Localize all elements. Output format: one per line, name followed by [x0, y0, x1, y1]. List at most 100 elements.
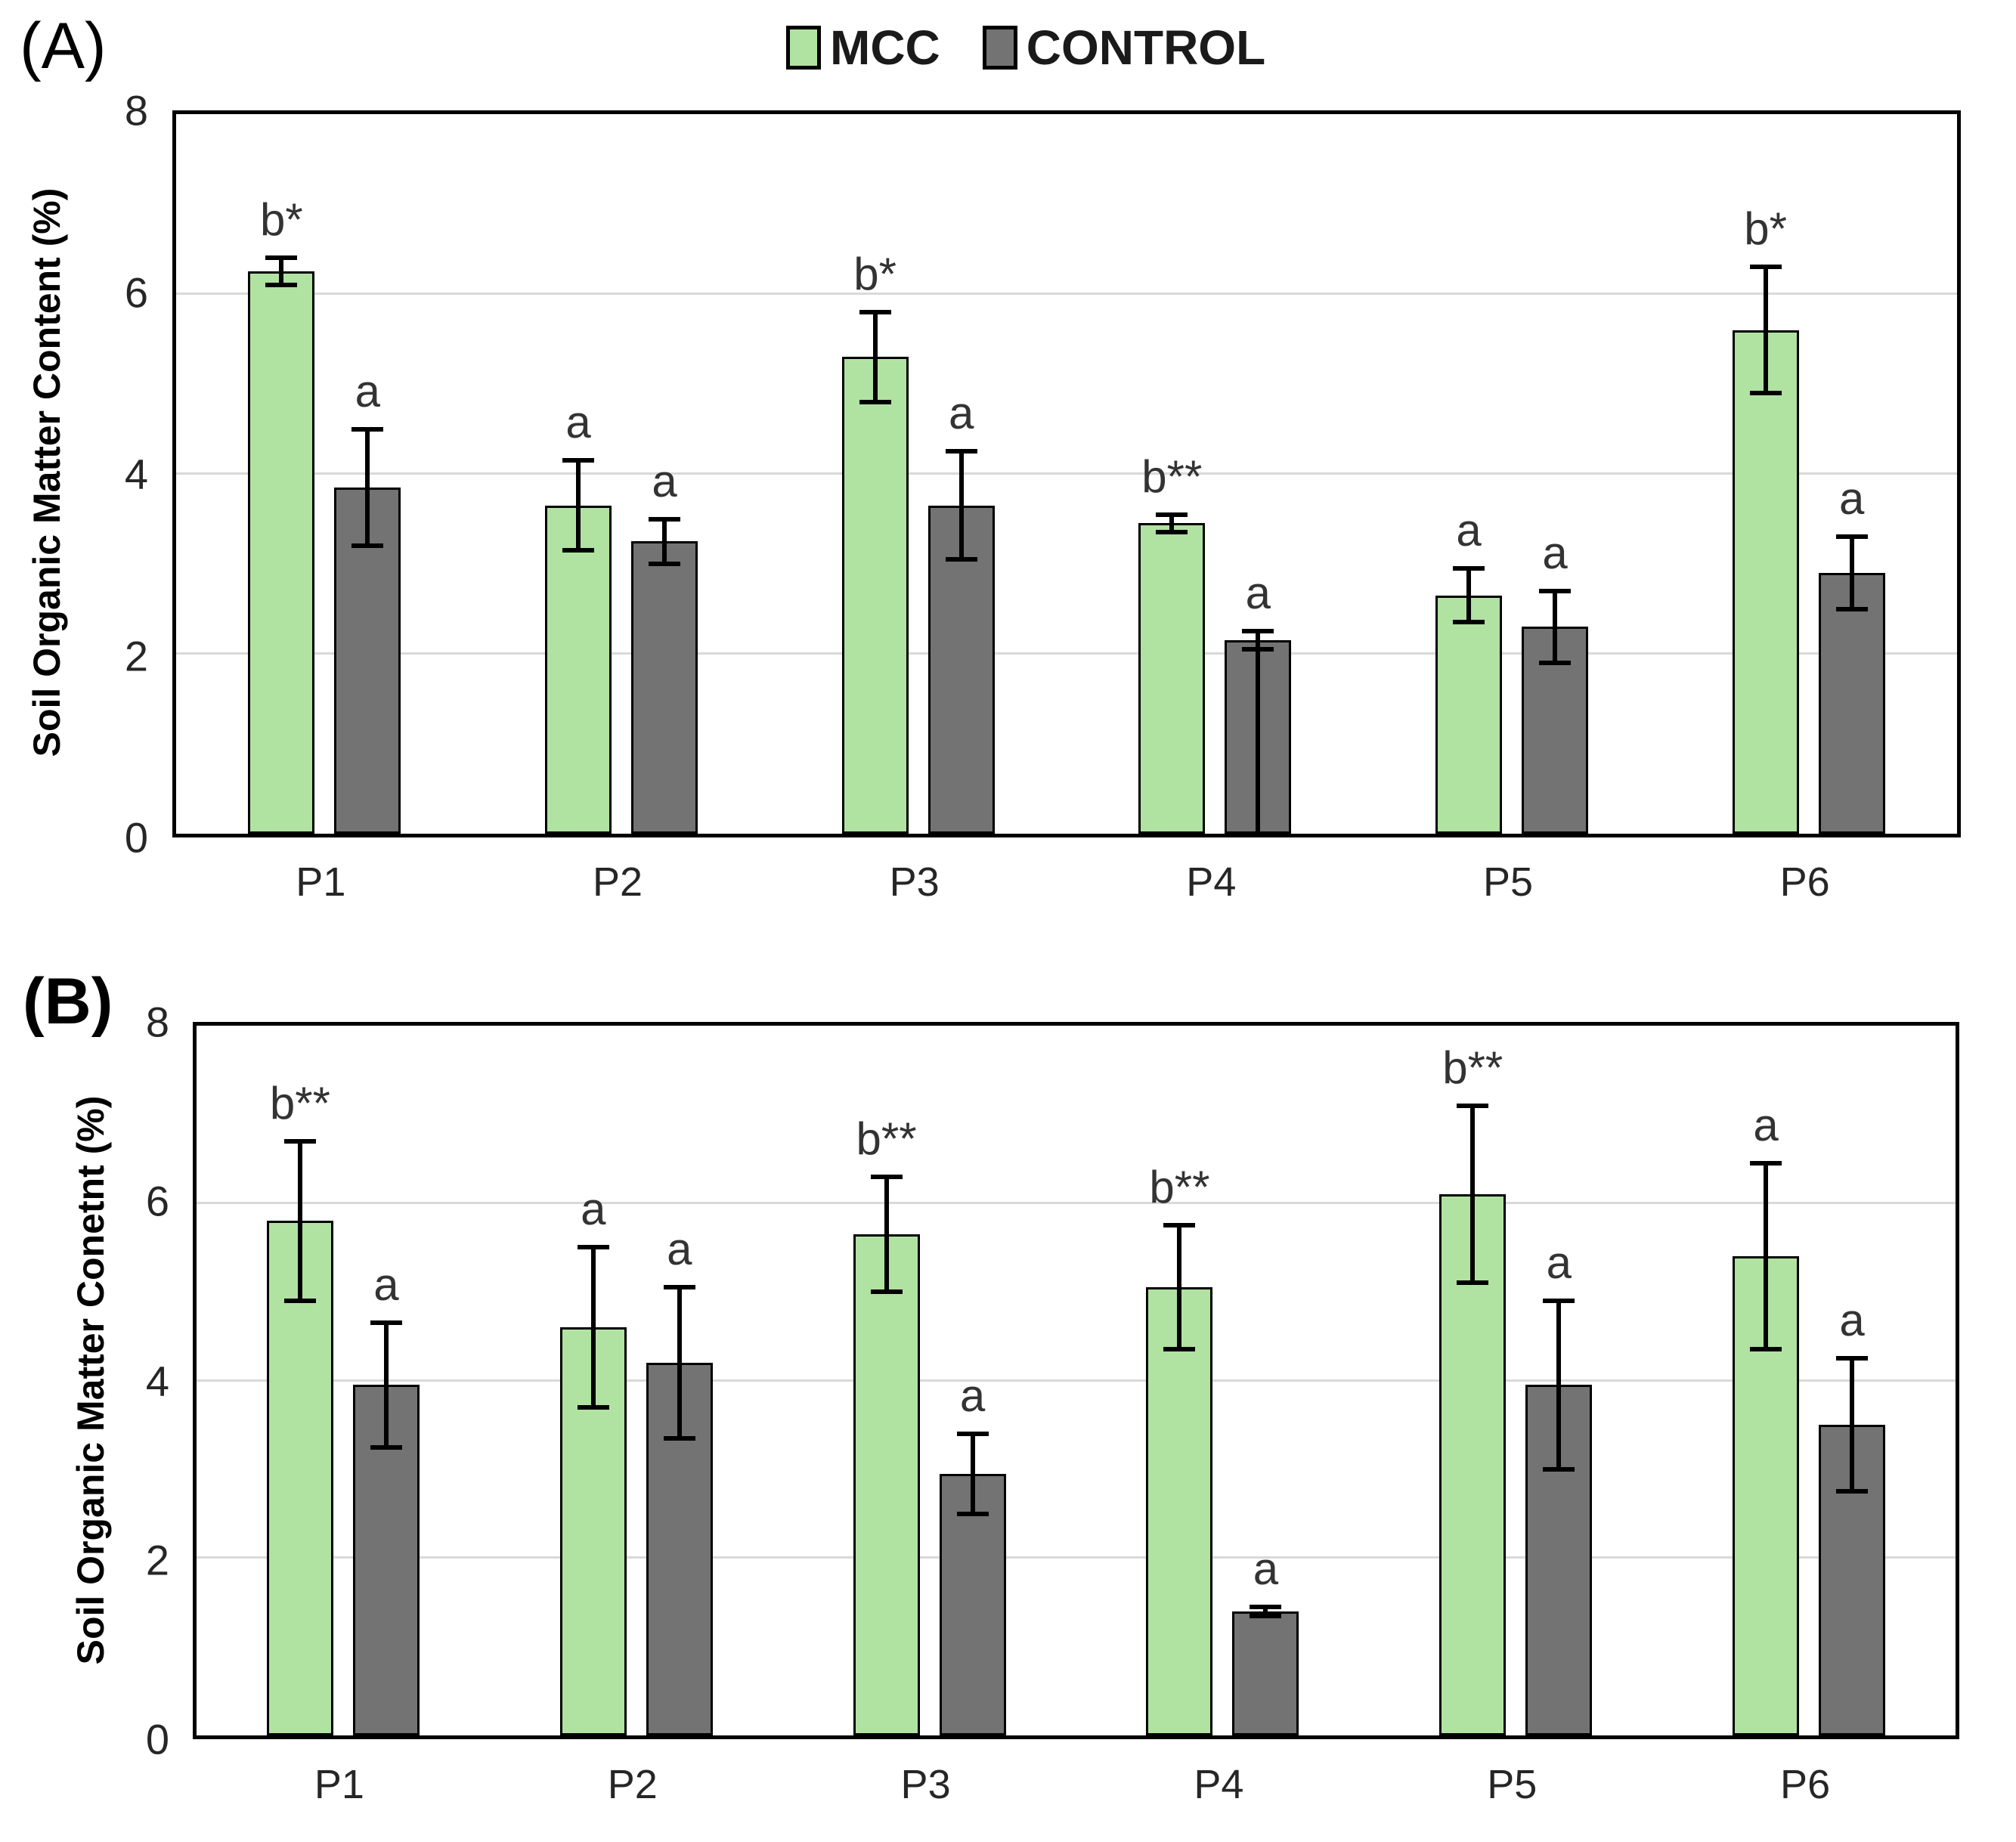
gridline-y6 [176, 293, 1957, 295]
x-label-p2: P2 [592, 859, 643, 905]
error-bar [958, 451, 964, 560]
panel-b-y-axis-ticks: 0 2 4 6 8 [0, 998, 169, 1763]
bar-mcc-p4 [1146, 1287, 1213, 1735]
x-label-p4: P4 [1194, 1762, 1244, 1807]
bar-mcc-p1 [266, 1221, 333, 1735]
bar-control-p6 [1818, 572, 1885, 834]
x-label-p1: P1 [296, 859, 346, 905]
error-cap-top [1539, 588, 1571, 593]
error-cap-bottom [663, 1435, 695, 1441]
sig-label-control-p6: a [1838, 473, 1865, 525]
error-cap-top [265, 255, 298, 261]
error-cap-bottom [265, 283, 298, 288]
error-bar [662, 519, 667, 564]
error-cap-top [1156, 512, 1188, 517]
y-tick-6: 6 [145, 1177, 169, 1225]
sig-label-mcc-p2: a [565, 397, 591, 448]
error-cap-bottom [870, 1289, 903, 1295]
mcc-swatch-icon [786, 26, 821, 70]
y-tick-8: 8 [145, 998, 169, 1046]
error-bar [1763, 267, 1768, 393]
error-bar [1256, 631, 1261, 650]
y-tick-0: 0 [124, 813, 148, 862]
error-cap-top [1242, 629, 1274, 634]
bar-mcc-p5 [1435, 595, 1502, 834]
error-bar [383, 1323, 389, 1447]
error-cap-bottom [1750, 1347, 1782, 1352]
y-tick-2: 2 [145, 1536, 169, 1584]
panel-b-plot-area: b** a a a b** a b** a b** a a a [193, 1022, 1959, 1739]
legend: MCC CONTROL [786, 20, 1265, 76]
error-bar [1177, 1225, 1182, 1350]
sig-label-control-p1: a [355, 365, 381, 416]
error-bar [590, 1247, 596, 1407]
y-tick-4: 4 [124, 450, 148, 498]
panel-a-plot-area: b* a a a b* a b** a a a b* a [172, 110, 1961, 837]
error-cap-top [945, 449, 977, 454]
y-tick-0: 0 [145, 1715, 169, 1763]
error-cap-bottom [351, 543, 384, 549]
error-bar [297, 1141, 302, 1301]
x-label-p5: P5 [1482, 859, 1534, 905]
gridline-y4 [176, 472, 1957, 475]
error-cap-top [1543, 1298, 1575, 1303]
error-bar [1466, 568, 1471, 623]
sig-label-control-p5: a [1546, 1237, 1572, 1288]
error-cap-bottom [1457, 1280, 1489, 1286]
bar-mcc-p3 [841, 357, 909, 834]
error-cap-top [370, 1320, 402, 1326]
y-tick-8: 8 [124, 86, 148, 135]
error-cap-bottom [956, 1511, 989, 1516]
sig-label-control-p5: a [1542, 527, 1568, 578]
error-cap-top [1749, 265, 1782, 270]
panel-a-y-axis-ticks: 0 2 4 6 8 [0, 87, 148, 862]
error-bar [1263, 1606, 1268, 1616]
error-cap-top [1457, 1103, 1489, 1108]
y-tick-6: 6 [124, 268, 148, 316]
error-cap-top [283, 1138, 316, 1144]
legend-item-control: CONTROL [982, 20, 1265, 76]
sig-label-mcc-p4: b** [1141, 450, 1203, 502]
error-cap-bottom [1539, 660, 1571, 665]
error-bar [1556, 1300, 1562, 1469]
x-label-p6: P6 [1779, 859, 1830, 905]
error-cap-bottom [859, 399, 891, 404]
error-bar [872, 311, 878, 402]
error-cap-bottom [1835, 606, 1868, 611]
sig-label-control-p2: a [667, 1224, 692, 1275]
panel-a-x-axis-labels: P1 P2 P3 P4 P5 P6 [172, 859, 1961, 912]
gridline-y2 [197, 1556, 1956, 1559]
error-cap-bottom [1836, 1489, 1869, 1494]
error-cap-top [1163, 1223, 1196, 1228]
sig-label-mcc-p3: b** [856, 1113, 917, 1164]
sig-label-control-p1: a [373, 1259, 399, 1311]
sig-label-control-p3: a [948, 388, 974, 439]
error-cap-top [1750, 1160, 1782, 1166]
y-tick-2: 2 [124, 632, 148, 680]
error-cap-bottom [1242, 647, 1274, 652]
sig-label-mcc-p4: b** [1149, 1162, 1210, 1213]
error-bar [970, 1433, 975, 1514]
error-bar [1849, 537, 1854, 609]
sig-label-mcc-p5: a [1456, 504, 1482, 556]
x-label-p6: P6 [1780, 1762, 1831, 1807]
error-bar [1470, 1105, 1476, 1283]
bar-mcc-p1 [248, 271, 315, 834]
gridline-y4 [197, 1379, 1956, 1382]
x-label-p2: P2 [607, 1762, 658, 1807]
sig-label-control-p6: a [1839, 1295, 1865, 1346]
error-cap-top [956, 1431, 989, 1436]
error-cap-bottom [370, 1444, 402, 1450]
sig-label-control-p2: a [652, 455, 677, 506]
sig-label-mcc-p2: a [581, 1184, 606, 1235]
x-label-p3: P3 [900, 1762, 951, 1807]
gridline-y6 [197, 1201, 1956, 1204]
error-cap-bottom [1250, 1613, 1282, 1618]
panel-b-letter: (B) [23, 965, 113, 1038]
error-bar [1169, 514, 1175, 533]
error-cap-top [649, 516, 680, 522]
error-cap-top [351, 426, 384, 432]
error-cap-bottom [577, 1404, 609, 1410]
error-cap-bottom [945, 557, 977, 562]
error-cap-top [870, 1174, 903, 1179]
